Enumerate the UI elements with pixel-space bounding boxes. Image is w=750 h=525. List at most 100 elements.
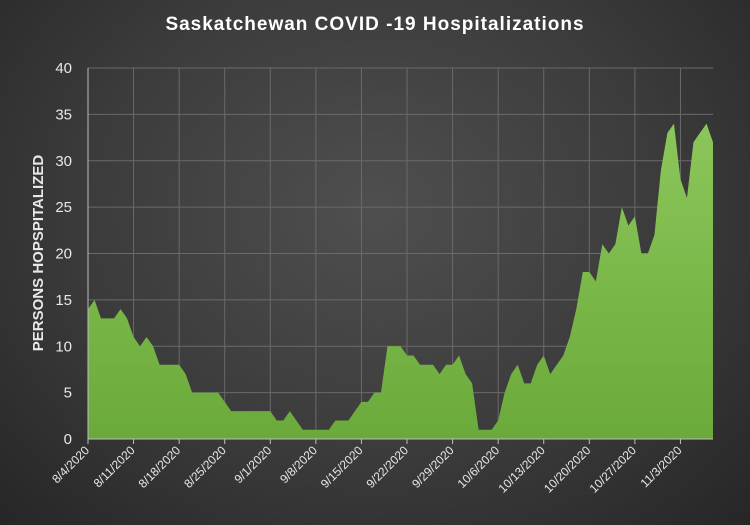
- data-point-73: [562, 355, 564, 357]
- x-tick-label-7: 9/22/2020: [363, 443, 411, 491]
- data-point-30: [283, 420, 285, 422]
- y-tick-label-5: 5: [64, 385, 72, 402]
- data-point-42: [361, 401, 363, 403]
- data-point-72: [556, 364, 558, 366]
- data-point-41: [354, 410, 356, 412]
- data-point-4: [113, 318, 115, 320]
- data-point-85: [641, 253, 643, 255]
- data-point-81: [615, 243, 617, 245]
- data-point-51: [419, 364, 421, 366]
- data-point-60: [478, 429, 480, 431]
- data-point-15: [185, 373, 187, 375]
- data-point-19: [211, 392, 213, 394]
- data-point-77: [589, 271, 591, 273]
- data-point-96: [712, 141, 714, 143]
- data-point-12: [165, 364, 167, 366]
- data-point-65: [510, 373, 512, 375]
- data-point-78: [595, 281, 597, 283]
- data-point-18: [204, 392, 206, 394]
- data-point-21: [224, 401, 226, 403]
- data-point-6: [126, 318, 128, 320]
- data-point-43: [367, 401, 369, 403]
- data-point-31: [289, 410, 291, 412]
- data-point-24: [243, 410, 245, 412]
- data-point-83: [628, 225, 630, 227]
- data-point-69: [536, 364, 538, 366]
- data-point-49: [406, 355, 408, 357]
- x-tick-label-9: 10/6/2020: [455, 443, 503, 491]
- x-tick-label-3: 8/25/2020: [181, 443, 229, 491]
- data-point-52: [426, 364, 428, 366]
- axes: [87, 68, 713, 444]
- data-point-1: [94, 299, 96, 301]
- data-point-36: [322, 429, 324, 431]
- data-point-50: [413, 355, 415, 357]
- data-point-93: [693, 141, 695, 143]
- data-point-82: [621, 206, 623, 208]
- y-axis-label: PERSONS HOPSPITALIZED: [30, 155, 47, 352]
- data-point-45: [380, 392, 382, 394]
- data-point-46: [387, 345, 389, 347]
- data-point-68: [530, 383, 532, 385]
- data-point-9: [146, 336, 148, 338]
- data-point-79: [602, 243, 604, 245]
- data-point-75: [575, 308, 577, 310]
- x-tick-label-10: 10/13/2020: [495, 443, 548, 496]
- data-point-14: [178, 364, 180, 366]
- x-tick-label-5: 9/8/2020: [277, 443, 320, 486]
- data-point-17: [198, 392, 200, 394]
- data-point-33: [302, 429, 304, 431]
- data-point-10: [152, 345, 154, 347]
- data-point-20: [217, 392, 219, 394]
- hospitalizations-area: [88, 123, 713, 440]
- data-point-86: [647, 253, 649, 255]
- data-point-67: [523, 383, 525, 385]
- data-point-90: [673, 123, 675, 125]
- y-tick-label-0: 0: [64, 431, 72, 448]
- data-point-44: [374, 392, 376, 394]
- data-point-63: [497, 420, 499, 422]
- data-point-89: [667, 132, 669, 134]
- y-tick-label-35: 35: [55, 106, 72, 123]
- data-point-5: [120, 308, 122, 310]
- data-point-58: [465, 373, 467, 375]
- data-point-48: [400, 345, 402, 347]
- data-point-25: [250, 410, 252, 412]
- data-point-37: [328, 429, 330, 431]
- x-tick-label-11: 10/20/2020: [541, 443, 594, 496]
- data-point-13: [172, 364, 174, 366]
- data-point-71: [549, 373, 551, 375]
- data-point-22: [230, 410, 232, 412]
- data-point-16: [191, 392, 193, 394]
- data-point-39: [341, 420, 343, 422]
- data-point-61: [484, 429, 486, 431]
- data-point-64: [504, 392, 506, 394]
- data-point-53: [432, 364, 434, 366]
- data-point-76: [582, 271, 584, 273]
- data-point-55: [445, 364, 447, 366]
- x-tick-label-13: 11/3/2020: [638, 443, 685, 490]
- data-point-84: [634, 216, 636, 218]
- data-point-7: [133, 336, 135, 338]
- y-tick-label-10: 10: [55, 338, 72, 355]
- data-point-23: [237, 410, 239, 412]
- data-point-40: [348, 420, 350, 422]
- data-point-56: [452, 364, 454, 366]
- data-point-27: [263, 410, 265, 412]
- data-point-32: [296, 420, 298, 422]
- data-point-88: [660, 169, 662, 171]
- data-point-74: [569, 336, 571, 338]
- data-point-8: [139, 345, 141, 347]
- x-tick-label-1: 8/11/2020: [91, 443, 138, 490]
- y-tick-label-25: 25: [55, 199, 72, 216]
- data-point-62: [491, 429, 493, 431]
- data-point-29: [276, 420, 278, 422]
- data-point-59: [471, 383, 473, 385]
- data-point-57: [458, 355, 460, 357]
- data-area-layer: [88, 123, 714, 440]
- data-point-11: [159, 364, 161, 366]
- data-point-38: [335, 420, 337, 422]
